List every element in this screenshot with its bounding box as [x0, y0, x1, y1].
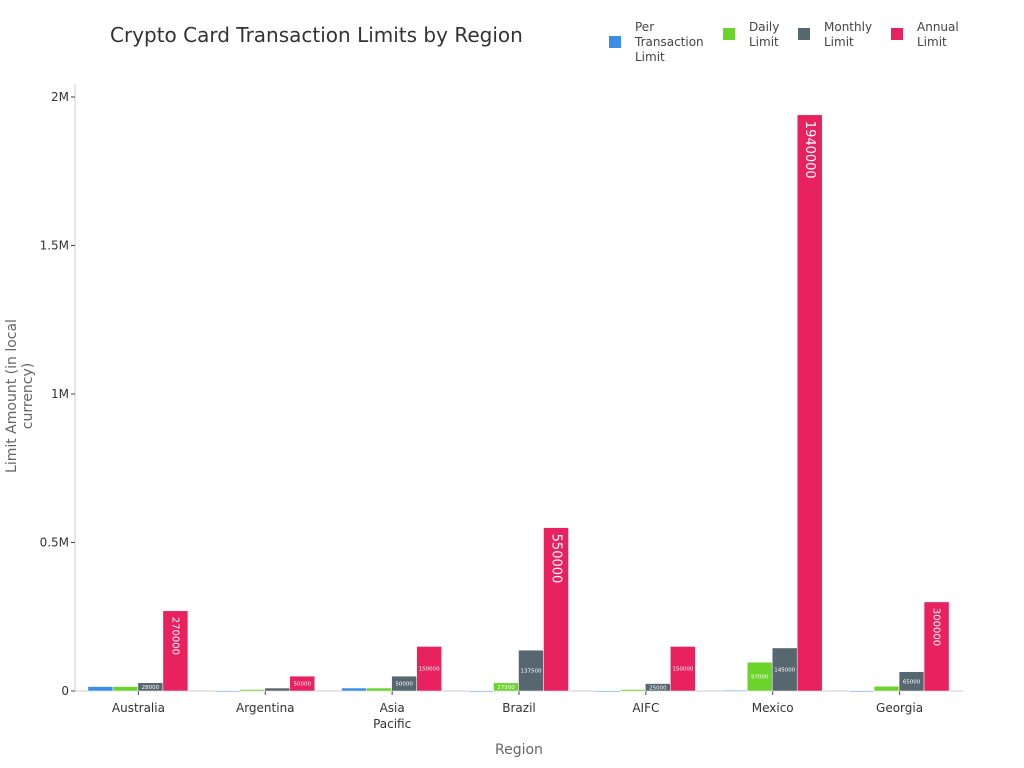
data-label: 270000 [169, 617, 180, 655]
data-label: 300000 [931, 608, 942, 646]
x-tick-label: AIFC [632, 701, 659, 715]
data-label: 137500 [521, 669, 542, 675]
x-tick-label: Australia [112, 701, 165, 715]
x-tick-label: Pacific [373, 717, 411, 731]
y-tick-label: 1M [51, 387, 69, 401]
bar [848, 690, 875, 692]
bar [341, 687, 367, 692]
chart-title: Crypto Card Transaction Limits by Region [110, 23, 523, 47]
bar [543, 527, 569, 692]
legend-label: Daily Limit [749, 20, 780, 49]
legend-label: Annual Limit [917, 20, 959, 49]
x-tick-label: Mexico [752, 701, 794, 715]
data-label: 97000 [751, 675, 769, 681]
bar [518, 649, 544, 692]
y-tick-label: 2M [51, 90, 69, 104]
y-tick-label: 0.5M [40, 536, 69, 550]
bar [264, 687, 291, 692]
bar [670, 646, 696, 692]
legend-label: Monthly Limit [824, 20, 873, 49]
data-label: 50000 [294, 682, 312, 688]
bar [796, 114, 823, 692]
bar [468, 690, 494, 692]
data-label: 25000 [649, 685, 667, 691]
data-label: 150000 [419, 667, 440, 673]
x-axis-label: Region [495, 742, 543, 758]
data-label: 65000 [903, 679, 921, 685]
bar [873, 685, 900, 692]
legend-swatch [798, 28, 810, 40]
bar [366, 687, 392, 692]
bar [214, 690, 241, 692]
y-tick-label: 1.5M [40, 239, 69, 253]
data-label: 28000 [142, 685, 160, 691]
legend-swatch [891, 28, 903, 40]
bar [746, 661, 773, 692]
bar [162, 610, 189, 692]
bar [721, 690, 748, 692]
bar [923, 601, 950, 692]
bar [595, 690, 621, 692]
data-label: 27500 [497, 685, 515, 691]
bar [416, 646, 442, 692]
legend-swatch [723, 28, 735, 40]
data-label: 150000 [672, 667, 693, 673]
bar [112, 686, 139, 692]
legend-swatch [609, 36, 621, 48]
legend-label: Per Transaction Limit [635, 20, 704, 64]
x-tick-label: Brazil [502, 701, 536, 715]
bar [239, 689, 266, 692]
bar [289, 675, 316, 692]
x-tick-label: Argentina [236, 701, 295, 715]
bar [620, 689, 646, 692]
data-label: 145000 [774, 667, 795, 673]
bar [771, 647, 798, 692]
data-label: 50000 [395, 682, 413, 688]
y-tick-label: 0 [61, 684, 69, 698]
bar [87, 686, 114, 692]
data-label: 1940000 [802, 121, 817, 179]
x-tick-label: Georgia [876, 701, 923, 715]
data-label: 550000 [549, 534, 564, 584]
x-tick-label: Asia [380, 701, 405, 715]
